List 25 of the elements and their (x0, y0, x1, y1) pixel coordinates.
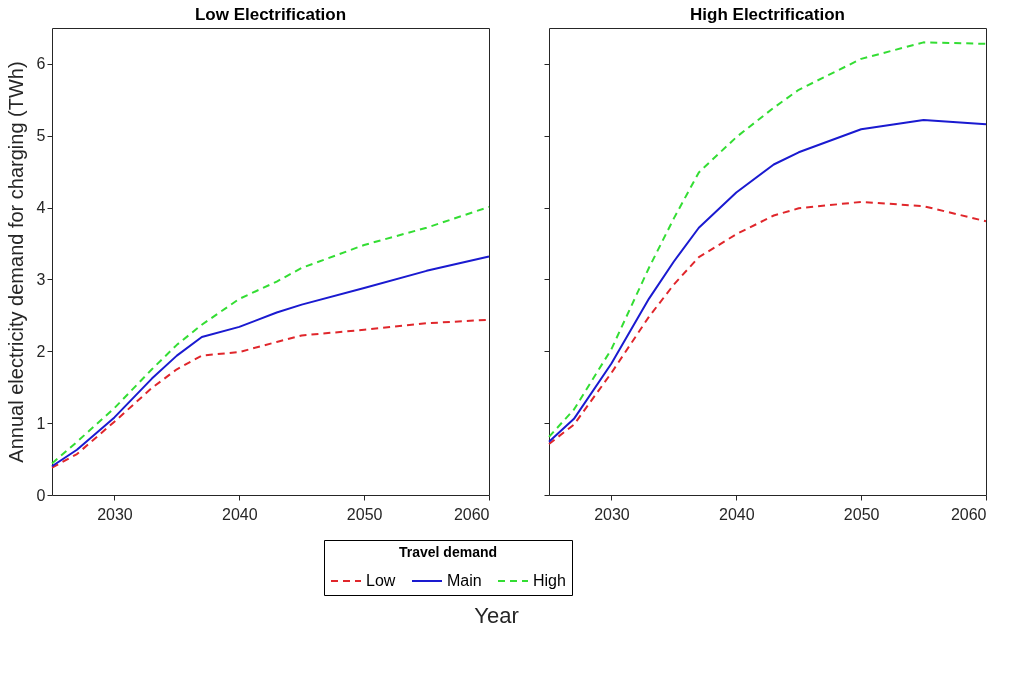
y-tick-label: 0 (36, 486, 46, 504)
legend-label: High (533, 572, 566, 589)
chart-title: High Electrification (690, 5, 845, 24)
line-series (51, 255, 490, 468)
legend-label: Main (447, 572, 482, 589)
y-tick-label: 2 (36, 342, 46, 360)
y-tick-label: 1 (36, 414, 46, 432)
x-tick-label: 2060 (453, 505, 490, 523)
y-tick-label: 3 (36, 270, 46, 288)
line-series (51, 205, 490, 465)
x-tick-label: 2030 (97, 505, 133, 523)
x-tick-label: 2050 (843, 505, 880, 523)
y-axis-title: Annual electricity demand for charging (TWh) (4, 61, 27, 463)
x-tick-label: 2050 (346, 505, 383, 523)
y-tick-label: 4 (36, 199, 46, 217)
y-tick-label: 5 (36, 127, 46, 145)
legend-label: Low (366, 572, 396, 589)
x-tick-label: 2060 (950, 505, 987, 523)
chart-title: Low Electrification (194, 5, 347, 24)
y-tick-label: 6 (36, 55, 46, 73)
x-axis-title: Year (474, 602, 519, 628)
x-tick-label: 2030 (594, 505, 630, 523)
x-tick-label: 2040 (221, 505, 258, 523)
legend-title: Travel demand (398, 544, 498, 560)
x-tick-label: 2040 (718, 505, 755, 523)
